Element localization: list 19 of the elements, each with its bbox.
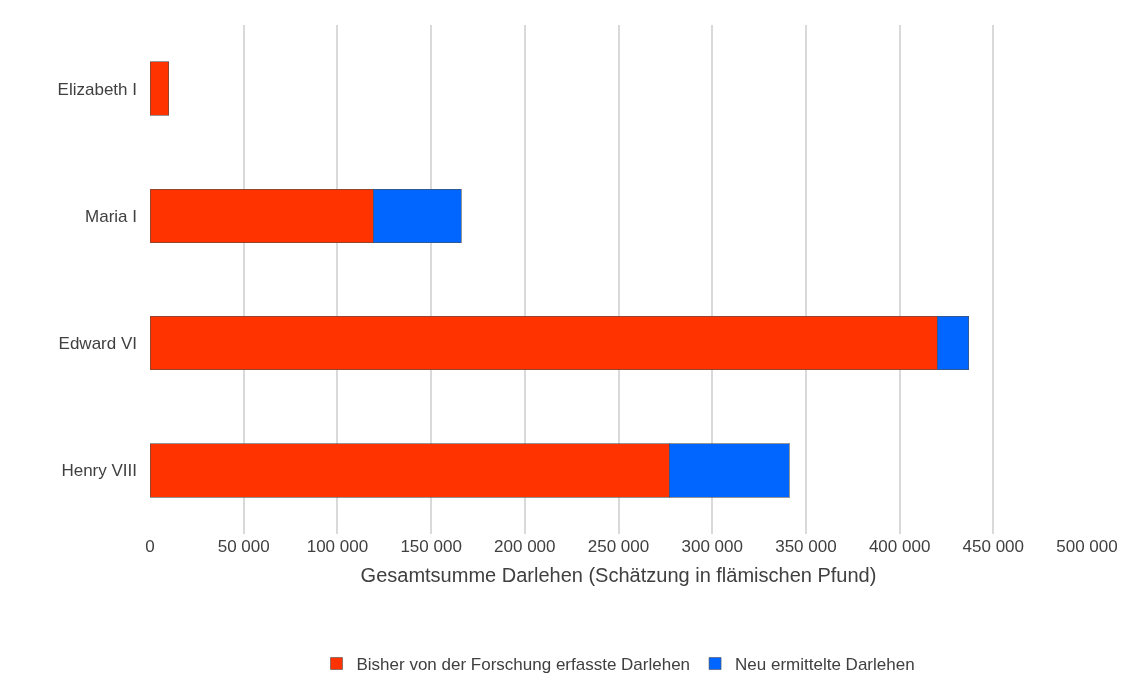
- x-tick-label: 150 000: [400, 537, 462, 556]
- x-tick-label: 300 000: [681, 537, 743, 556]
- x-tick-label: 0: [145, 537, 155, 556]
- x-tick-label: 350 000: [775, 537, 837, 556]
- x-tick-label: 100 000: [306, 537, 369, 556]
- legend-label: Bisher von der Forschung erfasste Darlehen: [356, 655, 691, 675]
- x-tick-label: 400 000: [868, 537, 931, 556]
- x-tick-label: 250 000: [587, 537, 650, 556]
- y-tick-label: Maria I: [85, 206, 137, 226]
- x-tick-label: 200 000: [494, 537, 556, 556]
- legend-label: Neu ermittelte Darlehen: [735, 655, 915, 675]
- bar: [150, 61, 170, 116]
- x-tick-label: 500 000: [1056, 537, 1118, 556]
- y-tick-label: Henry VIII: [61, 461, 137, 481]
- y-tick-label: Edward VI: [58, 334, 137, 354]
- x-tick-label: 50 000: [217, 537, 270, 556]
- x-tick-label: 450 000: [962, 537, 1025, 556]
- y-tick-label: Elizabeth I: [57, 79, 137, 99]
- x-axis-title: Gesamtsumme Darlehen (Schätzung in flämischen Pfund): [360, 563, 877, 586]
